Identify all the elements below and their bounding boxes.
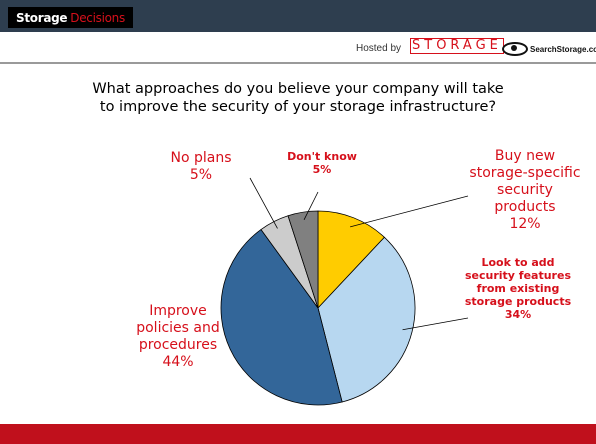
storage-decisions-logo: Storage Decisions <box>8 7 133 28</box>
chart-title: What approaches do you believe your comp… <box>92 81 504 115</box>
pie-slice-look-to-add <box>317 236 416 403</box>
label-improve-policies: Improve policies and procedures 44% <box>132 303 224 371</box>
label-dont-know-name: Don't know <box>287 150 357 163</box>
pie-slice-improve-policies <box>220 228 343 406</box>
label-dont-know-value: 5% <box>312 163 332 176</box>
pie-slice-dont-know <box>287 210 319 309</box>
leader-line <box>249 177 278 229</box>
top-bar: Storage Decisions <box>0 0 596 32</box>
hosted-by-bar: Hosted by STORAGE SearchStorage.com <box>0 32 596 64</box>
label-improve-policies-name: Improve policies and procedures <box>136 303 220 353</box>
label-look-to-add: Look to add security features from exist… <box>462 256 574 321</box>
label-buy-new: Buy new storage-specific security produc… <box>466 148 584 233</box>
leader-line <box>303 191 319 221</box>
label-no-plans-value: 5% <box>189 167 213 183</box>
leader-line <box>402 317 469 331</box>
leader-line <box>350 195 469 228</box>
label-no-plans: No plans 5% <box>146 150 256 184</box>
pie-slice-buy-new <box>317 210 385 310</box>
label-buy-new-value: 12% <box>509 216 541 232</box>
label-look-to-add-name: Look to add security features from exist… <box>464 256 572 308</box>
label-buy-new-name: Buy new storage-specific security produc… <box>469 148 581 215</box>
logo-word-storage: Storage <box>16 10 68 25</box>
footer-bar <box>0 424 596 444</box>
eye-icon <box>502 42 528 56</box>
hosted-by-text: Hosted by <box>356 43 402 54</box>
label-improve-policies-value: 44% <box>162 354 194 370</box>
searchstorage-logo-text: SearchStorage.com <box>530 44 596 54</box>
searchstorage-logo: SearchStorage.com <box>502 42 596 56</box>
label-dont-know: Don't know 5% <box>282 150 362 176</box>
logo-word-decisions: Decisions <box>70 10 125 25</box>
label-no-plans-name: No plans <box>170 150 232 166</box>
label-look-to-add-value: 34% <box>504 308 532 321</box>
